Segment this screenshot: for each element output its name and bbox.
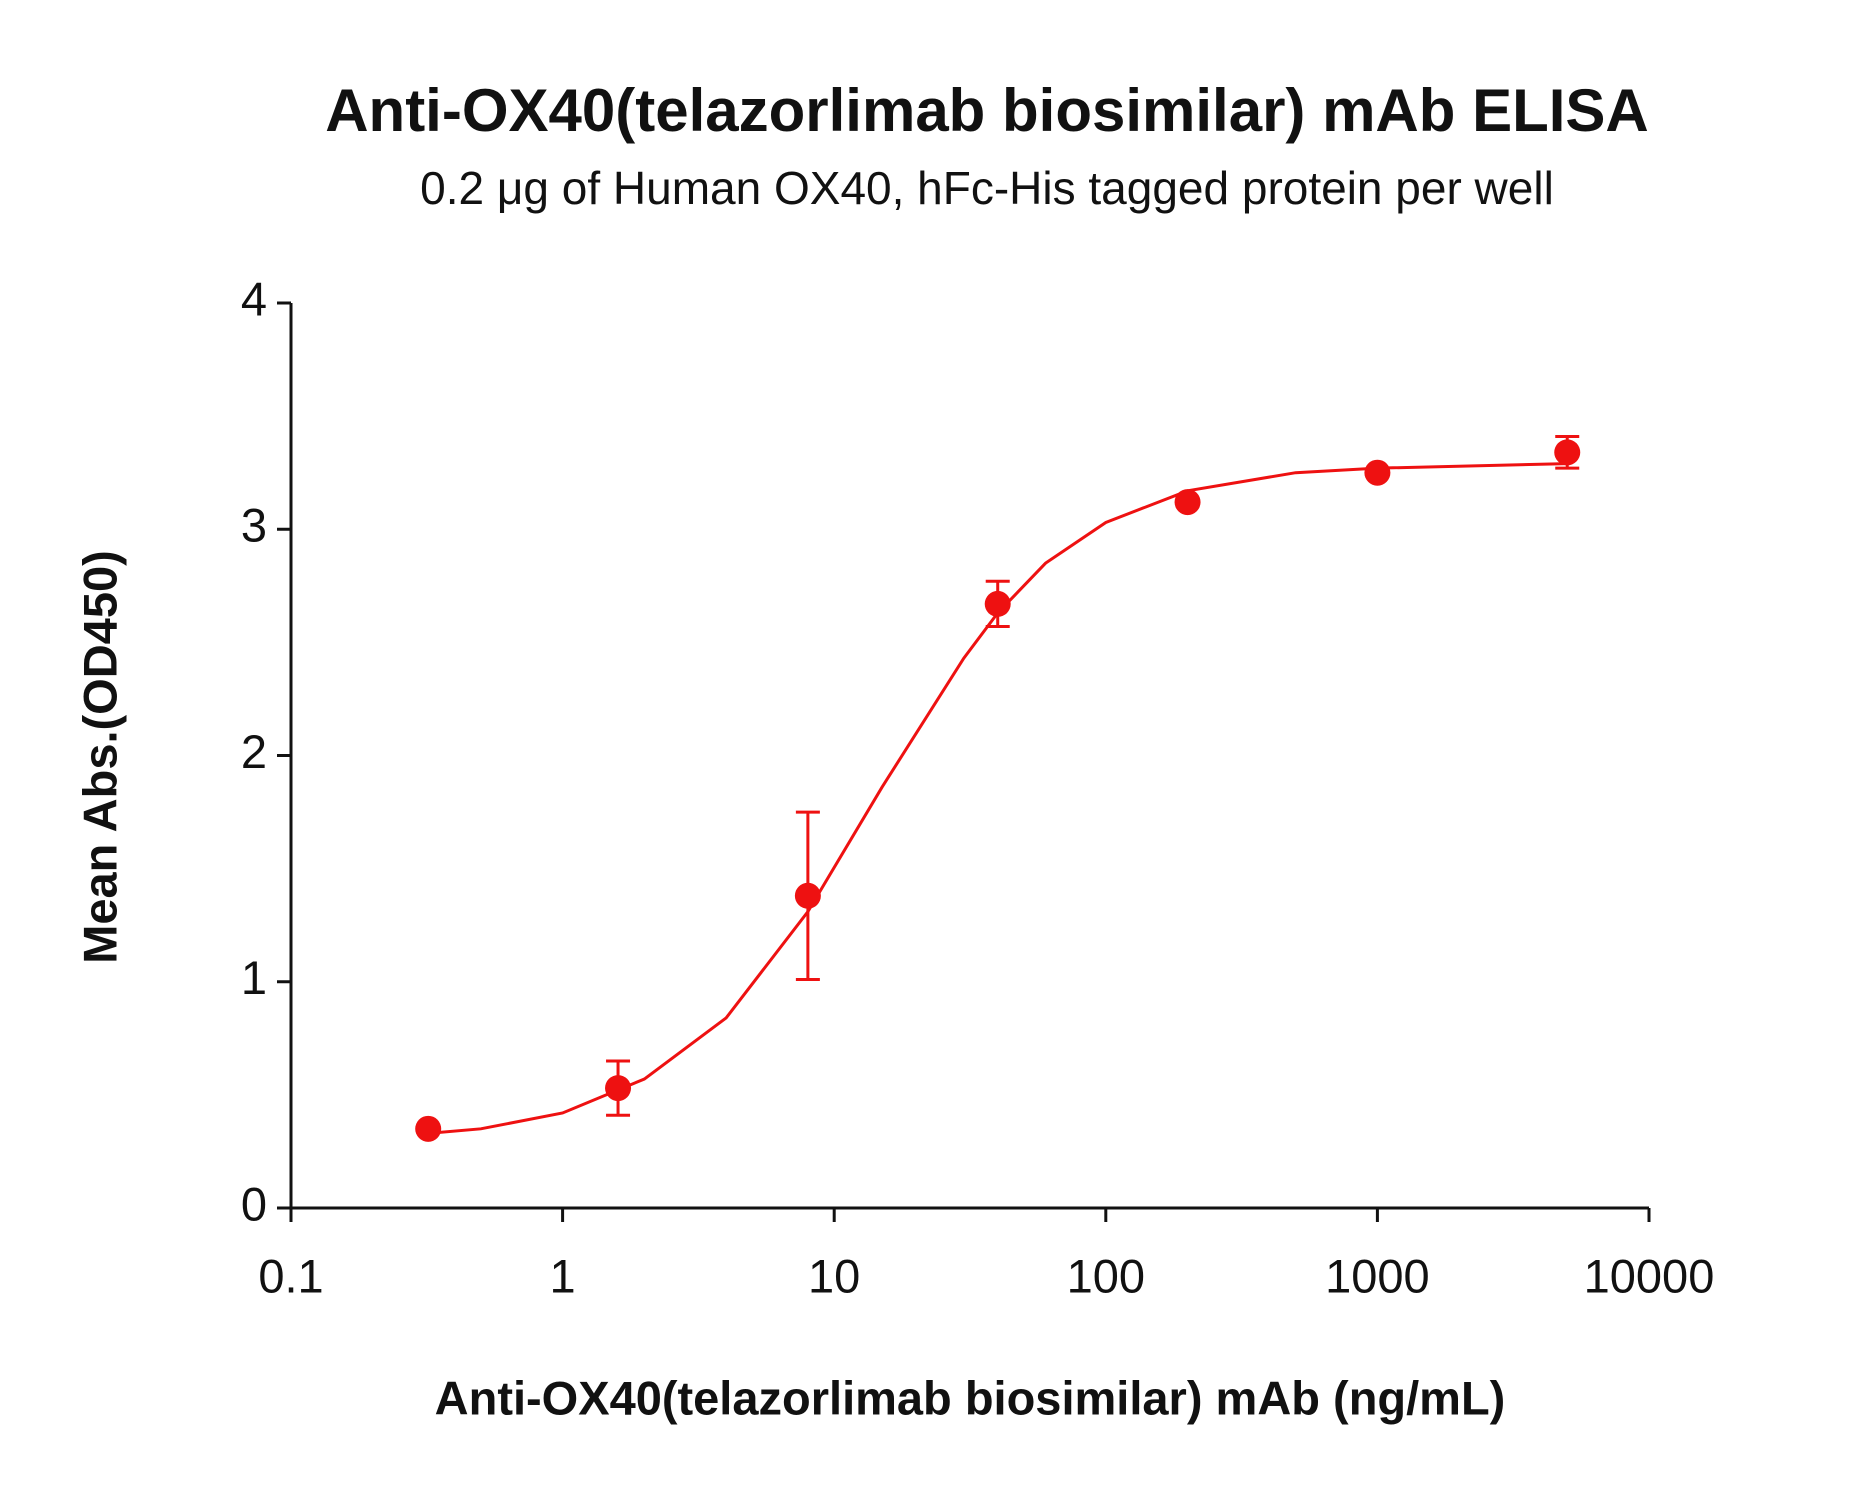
data-point [415, 1115, 442, 1142]
x-tick-label: 0.1 [258, 1249, 323, 1302]
x-tick-label: 10 [808, 1249, 860, 1302]
x-tick-label: 1000 [1325, 1249, 1430, 1302]
fit-curve [428, 462, 1568, 1135]
y-axis-title: Mean Abs.(OD450) [73, 550, 126, 964]
x-axis-title: Anti-OX40(telazorlimab biosimilar) mAb (… [435, 1371, 1506, 1424]
x-tick-label: 1 [550, 1249, 576, 1302]
data-point [984, 590, 1011, 617]
chart-subtitle: 0.2 μg of Human OX40, hFc-His tagged pro… [420, 162, 1554, 214]
data-point [605, 1075, 632, 1102]
x-tick-label: 100 [1067, 1249, 1145, 1302]
y-tick-label: 0 [241, 1177, 267, 1230]
y-tick-label: 4 [241, 272, 267, 325]
chart-title: Anti-OX40(telazorlimab biosimilar) mAb E… [325, 77, 1649, 144]
y-tick-label: 3 [241, 499, 267, 552]
data-point [1174, 489, 1201, 516]
x-tick-label: 10000 [1584, 1249, 1715, 1302]
y-tick-label: 1 [241, 951, 267, 1004]
data-point [1364, 459, 1391, 486]
data-point [1554, 439, 1581, 466]
data-point [794, 882, 821, 909]
y-tick-label: 2 [241, 725, 267, 778]
